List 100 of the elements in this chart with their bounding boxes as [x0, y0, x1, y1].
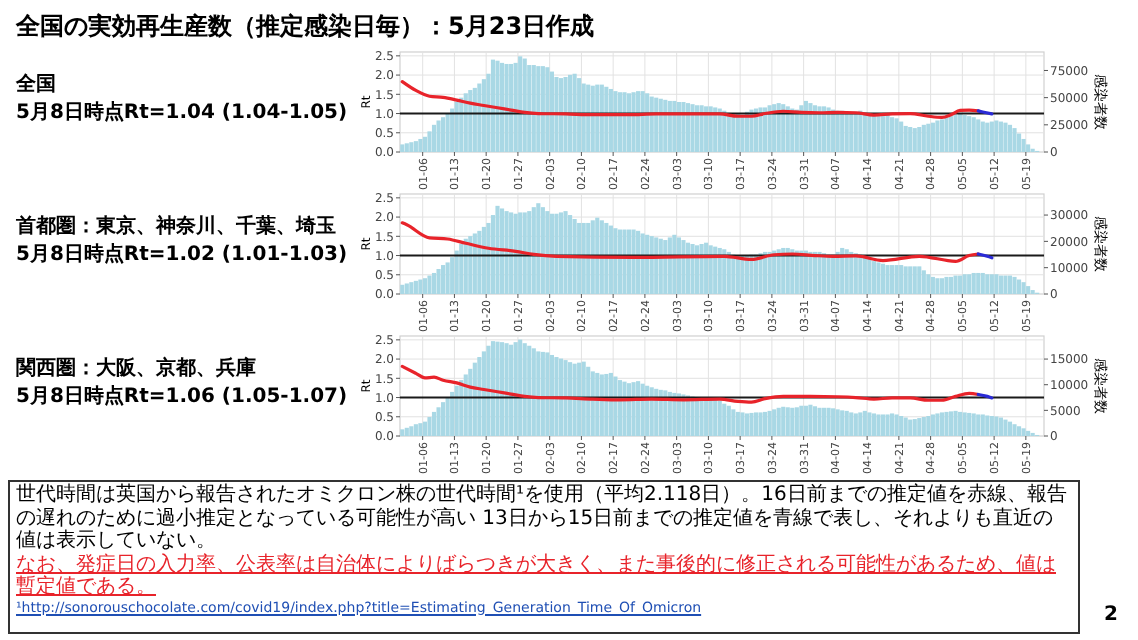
- bar: [994, 120, 999, 152]
- bar: [1016, 133, 1022, 152]
- bar: [894, 265, 899, 294]
- line-series: [400, 221, 980, 263]
- bar: [522, 58, 527, 152]
- bar: [613, 228, 618, 294]
- text: 世代時間は英国から報告されたオミクロン株の世代時間¹を使用（平均2.118日）。16日前までの推定値を赤線、報告の遅れのために過小推定となっている可能性が高い 13日から15日前までの推定値を青線で表し、それよりも直近の値は表示していない。: [16, 484, 1069, 553]
- bar: [690, 244, 695, 294]
- bar: [926, 274, 931, 294]
- text: 5月8日時点Rt=1.06 (1.05-1.07): [16, 384, 348, 408]
- bar: [681, 394, 686, 436]
- bar: [631, 229, 636, 294]
- bar: [776, 407, 781, 436]
- bar: [572, 73, 577, 152]
- bar: [1007, 421, 1013, 436]
- bar: [876, 414, 881, 436]
- bar: [844, 410, 849, 436]
- bar: [758, 107, 763, 152]
- bar: [450, 257, 455, 294]
- bar: [985, 122, 990, 152]
- bar: [758, 412, 763, 436]
- bar: [604, 86, 609, 152]
- bar: [495, 60, 500, 152]
- bar: [998, 417, 1003, 436]
- bar: [885, 115, 890, 152]
- bar: [400, 429, 405, 436]
- bar: [1003, 275, 1008, 294]
- bar: [903, 266, 908, 294]
- bar: [880, 116, 886, 152]
- chart-title: 全国の実効再生産数（推定感染日毎）：5月23日作成: [14, 12, 595, 40]
- bar: [731, 409, 736, 436]
- bar: [885, 414, 890, 436]
- bar: [985, 415, 990, 436]
- bar: [1012, 128, 1017, 152]
- bar: [554, 357, 559, 436]
- bar: [649, 236, 654, 294]
- bar: [622, 381, 627, 436]
- bar: [663, 240, 668, 294]
- bar: [400, 144, 405, 152]
- bar: [953, 410, 958, 436]
- bar: [445, 262, 450, 294]
- bar: [436, 407, 441, 436]
- bar: [431, 411, 437, 436]
- text: 2: [1104, 604, 1118, 626]
- line-series: [400, 364, 980, 404]
- bar: [431, 124, 437, 152]
- bar: [427, 131, 432, 152]
- bar: [1007, 275, 1013, 294]
- bar: [450, 391, 455, 436]
- bar: [613, 91, 618, 152]
- bar: [699, 244, 704, 294]
- bar: [817, 106, 822, 152]
- bar: [985, 274, 990, 294]
- bar: [817, 407, 822, 436]
- bar: [944, 117, 949, 152]
- bar: [558, 78, 564, 152]
- bar: [681, 240, 686, 294]
- bar: [858, 412, 863, 436]
- bar: [445, 397, 450, 436]
- bar: [808, 103, 813, 152]
- bar: [563, 360, 568, 436]
- bar: [944, 276, 949, 294]
- bar: [558, 212, 564, 294]
- bar: [1021, 428, 1026, 436]
- bar: [409, 142, 414, 152]
- bar: [595, 372, 600, 436]
- bar: [486, 222, 491, 294]
- bar: [422, 278, 428, 294]
- bar: [604, 222, 609, 294]
- bar: [563, 77, 568, 152]
- bar: [400, 284, 405, 294]
- bar: [1016, 426, 1022, 436]
- bar: [504, 63, 509, 152]
- bar: [563, 211, 568, 294]
- bar: [427, 275, 432, 294]
- bar: [454, 250, 459, 294]
- bar: [422, 421, 428, 436]
- bar: [953, 115, 958, 152]
- bar: [486, 345, 491, 436]
- bar: [899, 121, 904, 152]
- bar: [717, 400, 722, 436]
- bar: [422, 136, 428, 152]
- text: 5月8日時点Rt=1.04 (1.04-1.05): [16, 100, 348, 124]
- bar: [867, 115, 872, 152]
- bar: [445, 113, 450, 152]
- bar: [431, 272, 437, 294]
- bar: [953, 275, 958, 294]
- bar: [604, 373, 609, 436]
- bar: [681, 102, 686, 152]
- bar: [717, 247, 722, 294]
- bar: [454, 385, 459, 436]
- bar: [1012, 276, 1017, 294]
- bar: [917, 418, 922, 436]
- bar: [572, 363, 577, 436]
- bar: [454, 102, 459, 152]
- bar: [894, 118, 899, 152]
- bar: [536, 203, 541, 294]
- bar: [935, 278, 940, 294]
- bar: [867, 412, 872, 436]
- bar: [595, 84, 600, 152]
